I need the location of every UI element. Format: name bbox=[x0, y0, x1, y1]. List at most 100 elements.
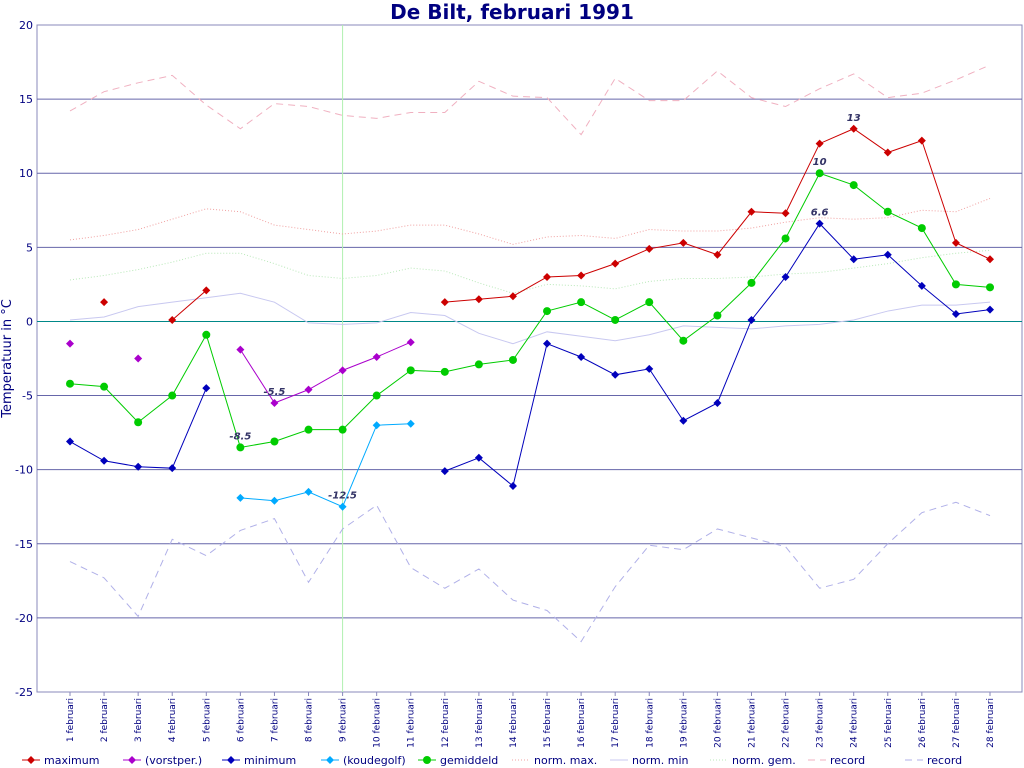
y-tick-label: 5 bbox=[26, 241, 33, 254]
data-point bbox=[986, 305, 994, 314]
series-line bbox=[69, 197, 991, 245]
data-point bbox=[781, 209, 790, 218]
legend-item: gemiddeld bbox=[418, 754, 498, 767]
legend-label: maximum bbox=[44, 754, 99, 767]
data-point bbox=[986, 283, 994, 292]
data-point bbox=[849, 255, 858, 264]
legend-swatch-marker bbox=[27, 756, 35, 764]
x-tick-label: 23 februari bbox=[816, 698, 826, 748]
data-point bbox=[406, 338, 415, 347]
data-point bbox=[577, 271, 586, 280]
data-point bbox=[202, 330, 211, 339]
data-label: 13 bbox=[847, 113, 861, 124]
series-norm-min bbox=[69, 292, 991, 345]
y-tick-label: 10 bbox=[19, 167, 33, 180]
x-tick-label: 25 februari bbox=[884, 698, 894, 748]
data-point bbox=[304, 385, 313, 394]
y-tick-label: -25 bbox=[15, 686, 33, 699]
x-tick-label: 11 februari bbox=[407, 698, 417, 748]
series-record bbox=[69, 501, 991, 643]
data-point bbox=[440, 367, 449, 376]
data-point bbox=[474, 453, 483, 462]
data-point bbox=[474, 295, 483, 304]
data-point bbox=[338, 366, 347, 375]
data-point bbox=[917, 224, 926, 233]
legend-swatch-marker bbox=[227, 756, 235, 764]
y-axis-label: Temperatuur in °C bbox=[0, 299, 15, 419]
x-tick-label: 18 februari bbox=[645, 698, 655, 748]
x-tick-label: 2 februari bbox=[100, 698, 110, 742]
series-minimum bbox=[66, 219, 994, 490]
data-point bbox=[338, 502, 347, 511]
legend-label: norm. gem. bbox=[732, 754, 796, 767]
x-tick-label: 15 februari bbox=[543, 698, 553, 748]
legend-swatch-marker bbox=[326, 756, 334, 764]
legend-item: norm. gem. bbox=[710, 754, 796, 767]
legend-label: minimum bbox=[244, 754, 296, 767]
data-point bbox=[406, 366, 415, 375]
data-point bbox=[815, 139, 824, 148]
y-tick-label: -10 bbox=[15, 464, 33, 477]
data-point bbox=[611, 259, 620, 268]
series-line bbox=[69, 249, 991, 294]
legend-label: norm. max. bbox=[534, 754, 597, 767]
y-tick-label: 20 bbox=[19, 19, 33, 32]
data-point bbox=[917, 281, 926, 290]
x-tick-label: 9 februari bbox=[339, 698, 349, 742]
series-line bbox=[239, 341, 411, 404]
data-point bbox=[986, 255, 994, 264]
legend-item: norm. max. bbox=[512, 754, 597, 767]
data-point bbox=[440, 298, 449, 307]
data-point bbox=[508, 355, 517, 364]
data-point bbox=[883, 207, 892, 216]
data-point bbox=[304, 487, 313, 496]
x-tick-label: 4 februari bbox=[168, 698, 178, 742]
legend-label: norm. min bbox=[632, 754, 689, 767]
data-point bbox=[917, 136, 926, 145]
data-point bbox=[202, 286, 211, 295]
data-point bbox=[645, 364, 654, 373]
data-point bbox=[270, 437, 279, 446]
data-point bbox=[645, 244, 654, 253]
y-tick-label: -5 bbox=[22, 390, 33, 403]
y-tick-label: -20 bbox=[15, 612, 33, 625]
legend-item: norm. min bbox=[610, 754, 689, 767]
series--vorstper- bbox=[66, 338, 415, 407]
y-tick-label: 15 bbox=[19, 93, 33, 106]
x-tick-label: 13 februari bbox=[475, 698, 485, 748]
series-gemiddeld bbox=[66, 169, 994, 452]
data-point bbox=[474, 360, 483, 369]
data-point bbox=[372, 353, 381, 362]
x-tick-label: 27 februari bbox=[952, 698, 962, 748]
data-label: 10 bbox=[813, 157, 827, 168]
data-point bbox=[372, 421, 381, 430]
legend-label: (koudegolf) bbox=[343, 754, 406, 767]
data-point bbox=[236, 493, 245, 502]
data-point bbox=[168, 391, 177, 400]
data-point bbox=[66, 437, 74, 446]
series-line bbox=[171, 289, 207, 321]
data-point bbox=[508, 481, 517, 490]
legend-swatch-marker bbox=[423, 756, 431, 764]
data-label: -8.5 bbox=[229, 431, 251, 442]
series-record bbox=[69, 64, 991, 136]
y-tick-label: 0 bbox=[26, 315, 33, 328]
chart-title: De Bilt, februari 1991 bbox=[390, 0, 634, 24]
data-label: -5.5 bbox=[264, 387, 286, 398]
series-line bbox=[69, 172, 991, 449]
data-point bbox=[611, 315, 620, 324]
x-tick-label: 28 februari bbox=[986, 698, 996, 748]
data-point bbox=[883, 250, 892, 259]
data-point bbox=[236, 443, 245, 452]
data-point bbox=[679, 336, 688, 345]
x-tick-label: 17 februari bbox=[611, 698, 621, 748]
legend-label: (vorstper.) bbox=[145, 754, 202, 767]
plot-area bbox=[36, 24, 1023, 693]
x-tick-label: 5 februari bbox=[202, 698, 212, 742]
data-point bbox=[815, 219, 824, 228]
x-tick-label: 26 februari bbox=[918, 698, 928, 748]
data-point bbox=[270, 398, 279, 407]
y-tick-label: -15 bbox=[15, 538, 33, 551]
legend-item: record bbox=[808, 754, 865, 767]
